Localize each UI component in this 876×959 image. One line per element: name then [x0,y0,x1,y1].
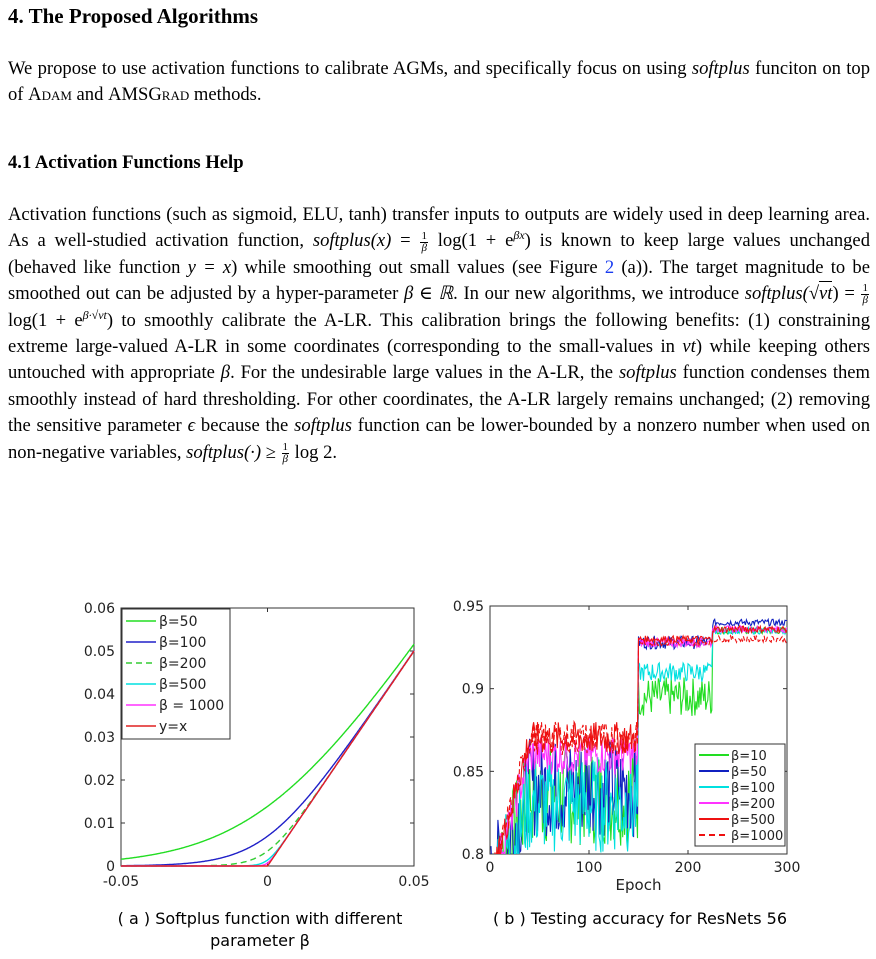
y-tick-label: 0.06 [84,601,115,617]
series-line-0 [120,643,415,860]
x-tick-label: 100 [576,860,603,876]
figure-b-caption: ( b ) Testing accuracy for ResNets 56 [492,909,788,928]
x-tick-label: 0 [263,874,272,890]
legend-label: β=50 [731,765,767,780]
series-line-1 [121,650,415,867]
x-tick-label: 0.05 [398,874,429,890]
body-paragraph: Activation functions (such as sigmoid, E… [8,204,870,465]
y-tick-label: 0.02 [84,773,115,789]
section-heading: 4. The Proposed Algorithms [8,4,259,28]
legend-label: y=x [159,719,187,735]
legend-label: β=10 [731,749,767,764]
legend-label: β=200 [731,797,775,812]
legend-label: β = 1000 [159,698,224,714]
y-tick-label: 0.8 [462,847,484,863]
series-line-5 [121,650,415,867]
y-tick-label: 0.95 [453,599,484,615]
series-line-4 [494,624,787,854]
figure-link[interactable]: 2 [604,256,615,278]
y-tick-label: 0.01 [84,816,115,832]
legend-box [694,743,786,847]
x-axis-label: Epoch [616,876,662,894]
legend-label: β=50 [159,614,197,630]
legend-box [121,608,231,740]
figure-a-caption: ( a ) Softplus function with different p… [117,909,403,950]
legend-label: β=1000 [731,829,783,844]
legend-label: β=200 [159,656,206,672]
x-tick-label: 300 [774,860,801,876]
legend-label: β=500 [159,677,206,693]
y-tick-label: 0.04 [84,687,115,703]
legend-label: β=100 [731,781,775,796]
series-line-2 [494,625,787,854]
accuracy-chart: 0.80.850.90.950 100 200 300Epochβ=10β=50β=1… [453,599,801,894]
x-tick-label: 200 [675,860,702,876]
y-tick-label: 0.9 [462,682,484,698]
subsection-heading: 4.1 Activation Functions Help [8,152,244,173]
y-tick-label: 0.03 [84,730,115,746]
legend-label: β=100 [159,635,206,651]
softplus-chart: 00.010.020.030.040.050.06-0.05 0 0.05β=50β… [84,601,430,890]
x-tick-label: 0 [486,860,495,876]
y-tick-label: 0.05 [84,644,115,660]
y-tick-label: 0 [106,859,115,875]
intro-paragraph: We propose to use activation functions t… [8,58,870,106]
y-tick-label: 0.85 [453,764,484,780]
x-tick-label: -0.05 [103,874,139,890]
legend-label: β=500 [731,813,775,828]
